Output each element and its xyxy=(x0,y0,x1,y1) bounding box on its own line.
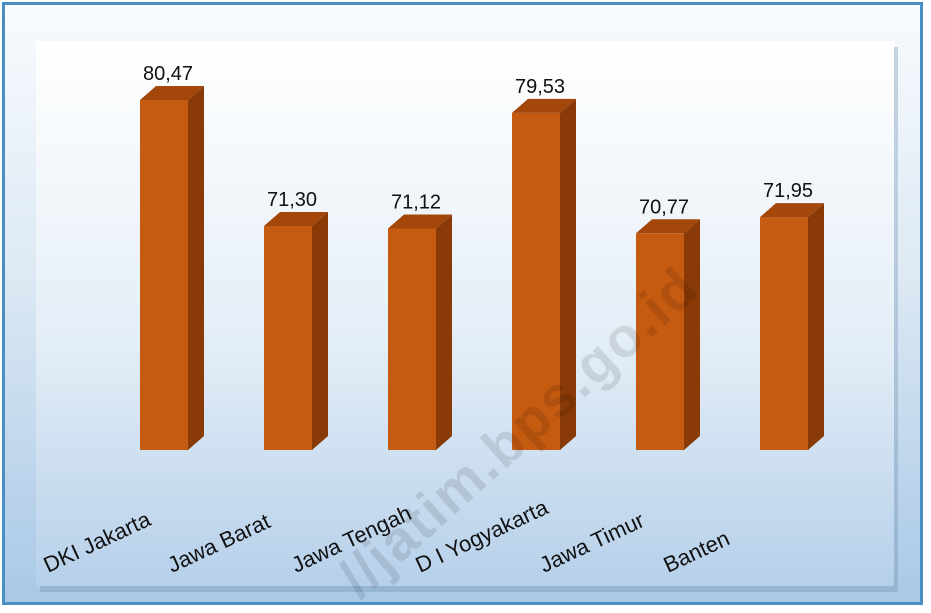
bar-side xyxy=(312,212,328,450)
data-label: 71,30 xyxy=(267,189,317,211)
bar xyxy=(760,217,808,450)
data-label: 71,12 xyxy=(391,191,441,213)
data-label: 79,53 xyxy=(515,76,565,98)
bar-side xyxy=(684,219,700,450)
bar xyxy=(140,100,188,450)
bar xyxy=(264,226,312,450)
bar-side xyxy=(188,86,204,450)
data-label: 70,77 xyxy=(639,196,689,218)
bar xyxy=(388,228,436,450)
bar-side xyxy=(436,214,452,450)
data-label: 71,95 xyxy=(763,180,813,202)
bar-side xyxy=(808,203,824,450)
data-label: 80,47 xyxy=(143,63,193,85)
